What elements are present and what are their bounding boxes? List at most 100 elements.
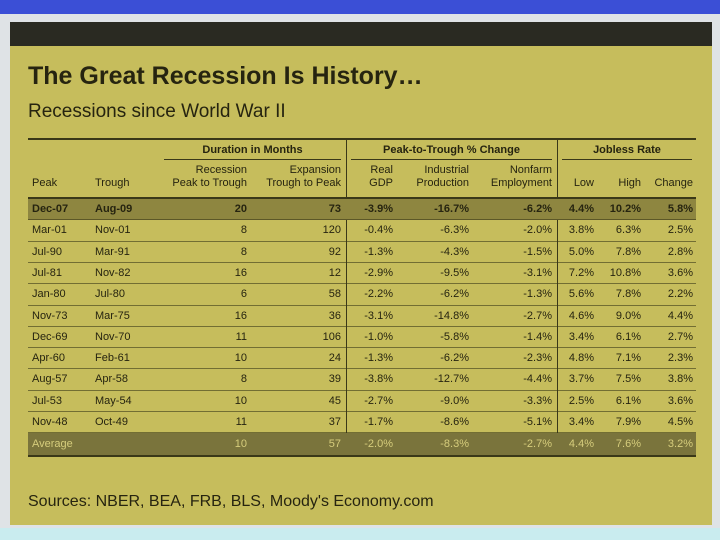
divider xyxy=(346,140,347,455)
cell: Jul-53 xyxy=(32,394,62,407)
column-header: High xyxy=(618,177,641,189)
cell: 11 xyxy=(235,416,247,428)
cell: 2.7% xyxy=(667,330,693,343)
cell: 8 xyxy=(240,224,247,237)
title: The Great Recession Is History… xyxy=(28,62,423,90)
cell: 6.1% xyxy=(615,330,641,343)
cell: -6.3% xyxy=(440,224,469,237)
divider xyxy=(557,140,558,455)
average-cell: 3.2% xyxy=(667,438,693,451)
cell: 4.4% xyxy=(667,309,693,322)
cell: 106 xyxy=(322,330,341,343)
column-header: Expansion xyxy=(289,164,341,176)
cell: 37 xyxy=(328,416,341,428)
cell: 5.0% xyxy=(568,245,594,258)
cell: Jul-81 xyxy=(32,266,62,279)
cell: Dec-07 xyxy=(32,203,69,215)
cell: -2.0% xyxy=(523,224,552,237)
cell: 7.8% xyxy=(615,245,641,258)
cell: -6.2% xyxy=(440,288,469,301)
cell: -3.9% xyxy=(364,203,393,215)
cell: -3.1% xyxy=(364,309,393,322)
cell: -2.3% xyxy=(523,352,552,365)
row-rule xyxy=(28,368,696,370)
cell: 20 xyxy=(234,203,247,215)
cell: Apr-58 xyxy=(95,373,129,386)
cell: 6 xyxy=(240,288,247,301)
average-cell: 10 xyxy=(234,438,247,451)
cell: 2.8% xyxy=(667,245,693,258)
average-cell: 4.4% xyxy=(568,438,594,451)
group-rule xyxy=(351,159,552,160)
row-rule xyxy=(28,389,696,391)
column-header: Low xyxy=(573,177,594,189)
cell: -2.7% xyxy=(364,394,393,407)
cell: 16 xyxy=(234,266,247,279)
cell: -9.5% xyxy=(440,266,469,279)
cell: Mar-91 xyxy=(95,245,130,258)
cell: Nov-01 xyxy=(95,224,131,237)
cell: 4.5% xyxy=(667,416,693,428)
average-label: Average xyxy=(32,438,73,451)
group-header: Jobless Rate xyxy=(593,144,661,156)
cell: -1.3% xyxy=(523,288,552,301)
cell: Jul-80 xyxy=(95,288,125,301)
top-bar xyxy=(0,0,720,14)
group-rule xyxy=(164,159,341,160)
column-header: Real xyxy=(370,164,393,176)
cell: 2.5% xyxy=(667,224,693,237)
cell: 7.8% xyxy=(615,288,641,301)
cell: Nov-73 xyxy=(32,309,68,322)
cell: 3.7% xyxy=(568,373,594,386)
cell: -9.0% xyxy=(440,394,469,407)
cell: 36 xyxy=(328,309,341,322)
cell: 12 xyxy=(328,266,341,279)
cell: 45 xyxy=(328,394,341,407)
rule xyxy=(28,138,696,140)
cell: 5.8% xyxy=(667,203,693,215)
cell: Apr-60 xyxy=(32,352,66,365)
cell: Nov-70 xyxy=(95,330,131,343)
row-rule xyxy=(28,325,696,327)
row-rule xyxy=(28,432,696,434)
cell: -8.6% xyxy=(440,416,469,428)
cell: 92 xyxy=(328,245,341,258)
subtitle: Recessions since World War II xyxy=(28,101,286,122)
row-rule xyxy=(28,261,696,263)
column-header: Employment xyxy=(490,177,552,189)
average-cell: 57 xyxy=(328,438,341,451)
cell: -1.3% xyxy=(364,245,393,258)
cell: 5.6% xyxy=(568,288,594,301)
cell: -5.8% xyxy=(440,330,469,343)
cell: 7.9% xyxy=(615,416,641,428)
highlight-row xyxy=(28,199,696,221)
cell: 2.3% xyxy=(667,352,693,365)
cell: -2.9% xyxy=(364,266,393,279)
slide-header-bar xyxy=(10,22,712,46)
cell: 24 xyxy=(328,352,341,365)
cell: -1.5% xyxy=(523,245,552,258)
cell: 7.2% xyxy=(568,266,594,279)
cell: 6.3% xyxy=(615,224,641,237)
rule xyxy=(28,455,696,458)
cell: Dec-69 xyxy=(32,330,68,343)
cell: 3.8% xyxy=(667,373,693,386)
cell: 10.2% xyxy=(609,203,641,215)
cell: Aug-57 xyxy=(32,373,68,386)
cell: 120 xyxy=(322,224,341,237)
cell: 7.5% xyxy=(615,373,641,386)
cell: -3.1% xyxy=(523,266,552,279)
cell: 4.8% xyxy=(568,352,594,365)
bottom-bar xyxy=(0,528,720,540)
average-cell: -8.3% xyxy=(440,438,469,451)
column-header: Recession xyxy=(195,164,247,176)
cell: 4.6% xyxy=(568,309,594,322)
group-header: Duration in Months xyxy=(202,144,303,156)
row-rule xyxy=(28,219,696,221)
cell: -14.8% xyxy=(434,309,469,322)
cell: Nov-82 xyxy=(95,266,131,279)
sources: Sources: NBER, BEA, FRB, BLS, Moody's Ec… xyxy=(28,493,434,510)
cell: 10 xyxy=(234,352,247,365)
cell: -3.3% xyxy=(523,394,552,407)
